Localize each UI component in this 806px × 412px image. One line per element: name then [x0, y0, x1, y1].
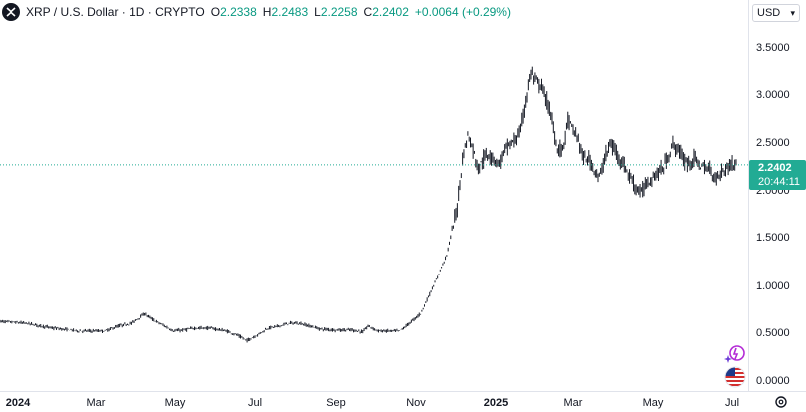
low-label: L	[314, 5, 321, 19]
chart-legend-header: XRP / U.S. Dollar · 1D · CRYPTO O2.2338 …	[0, 0, 748, 24]
low-value: 2.2258	[320, 5, 358, 19]
currency-label: USD	[757, 7, 781, 19]
price-tick: 1.5000	[756, 232, 790, 244]
candles	[0, 66, 737, 343]
open-label: O	[210, 5, 221, 19]
time-tick: May	[164, 397, 186, 409]
time-tick: 2024	[5, 397, 31, 409]
price-tick: 0.0000	[756, 375, 790, 387]
price-tick: 2.5000	[756, 137, 790, 149]
close-value: 2.2402	[372, 5, 409, 19]
xrp-logo-icon	[2, 3, 20, 21]
ohlc-values: O2.2338 H2.2483 L2.2258 C2.2402	[211, 5, 409, 19]
change-value: +0.0064 (+0.29%)	[414, 5, 511, 19]
price-chart[interactable]	[0, 24, 748, 391]
open-value: 2.2338	[220, 5, 257, 19]
high-value: 2.2483	[271, 5, 309, 19]
price-tick: 3.0000	[756, 89, 790, 101]
price-tick: 1.0000	[756, 280, 790, 292]
currency-selector[interactable]: USD ▾	[752, 4, 800, 22]
time-tick: Jul	[724, 397, 740, 409]
price-axis[interactable]	[748, 0, 806, 391]
symbol-title[interactable]: XRP / U.S. Dollar · 1D · CRYPTO	[26, 5, 205, 19]
sparkle-icon[interactable]	[723, 341, 747, 365]
price-tick: 3.5000	[756, 42, 790, 54]
time-tick: Mar	[563, 397, 583, 409]
time-tick: Sep	[326, 397, 346, 409]
time-tick: Nov	[406, 397, 426, 409]
us-flag-icon[interactable]	[723, 365, 747, 389]
price-tick: 0.5000	[756, 327, 790, 339]
time-tick: Jul	[247, 397, 263, 409]
time-tick: 2025	[483, 397, 509, 409]
close-label: C	[363, 5, 373, 19]
time-axis[interactable]	[0, 391, 806, 412]
chevron-down-icon: ▾	[790, 7, 795, 18]
time-tick: Mar	[86, 397, 106, 409]
time-tick: May	[642, 397, 664, 409]
bar-countdown: 20:44:11	[758, 176, 801, 188]
last-price-value: 2.2402	[758, 162, 792, 174]
last-price-label: 2.2402 20:44:11	[749, 160, 806, 190]
settings-icon[interactable]	[771, 393, 791, 411]
high-label: H	[262, 5, 272, 19]
